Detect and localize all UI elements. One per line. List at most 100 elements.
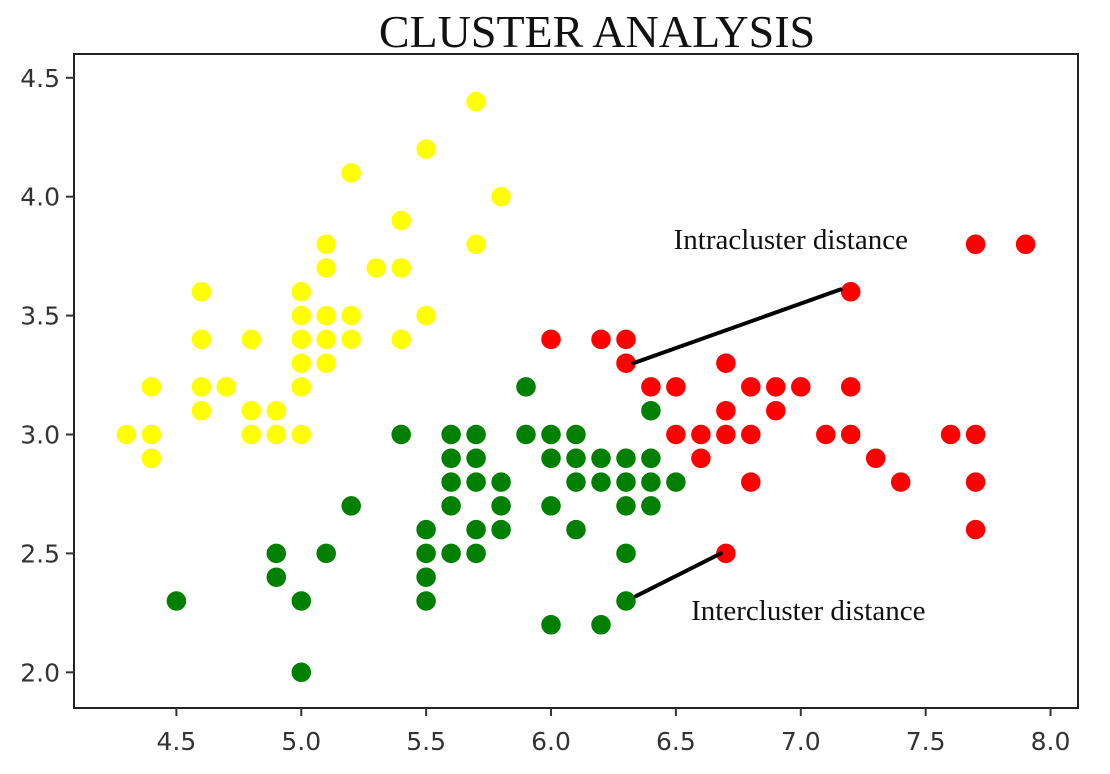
data-point: [739, 470, 763, 494]
data-point: [389, 328, 413, 351]
data-point: [464, 423, 488, 446]
data-point: [314, 256, 338, 280]
data-point: [489, 470, 513, 494]
data-point: [314, 233, 338, 256]
data-point: [339, 494, 363, 518]
data-point: [290, 423, 313, 446]
data-point: [764, 399, 788, 422]
data-point: [864, 447, 887, 470]
data-point: [464, 447, 488, 470]
data-point: [1014, 233, 1037, 256]
data-point: [290, 661, 313, 684]
data-point: [464, 90, 488, 113]
data-point: [539, 328, 563, 351]
data-point: [464, 542, 488, 565]
data-point: [464, 518, 488, 541]
data-point: [439, 494, 463, 518]
data-point: [589, 447, 613, 470]
data-point: [739, 423, 763, 446]
data-point: [814, 423, 838, 446]
data-point: [764, 375, 788, 399]
data-point: [339, 161, 363, 185]
data-point: [964, 470, 987, 494]
data-point: [265, 399, 288, 422]
annotations: Intracluster distance Intercluster distan…: [631, 224, 925, 627]
data-point: [489, 518, 513, 541]
data-point: [489, 185, 513, 208]
data-point: [439, 470, 463, 494]
annotation-label: Intercluster distance: [691, 595, 925, 627]
data-point: [414, 304, 438, 327]
data-point: [964, 423, 987, 446]
data-point: [389, 209, 413, 232]
data-point: [614, 542, 638, 565]
data-point: [614, 470, 638, 494]
data-point: [539, 423, 563, 446]
x-tick-label: 5.5: [406, 727, 446, 756]
data-point: [240, 328, 263, 351]
data-point: [314, 328, 338, 351]
data-point: [714, 542, 738, 565]
data-point: [190, 399, 213, 422]
data-point: [964, 518, 987, 541]
x-tick-label: 8.0: [1031, 727, 1071, 756]
data-point: [689, 447, 713, 470]
data-point: [464, 233, 488, 256]
data-point: [664, 375, 688, 399]
data-point: [240, 423, 263, 446]
data-point: [414, 565, 438, 589]
annotation-line: [631, 287, 843, 366]
data-point: [314, 304, 338, 327]
y-tick-label: 3.0: [20, 421, 60, 450]
y-tick-label: 4.0: [20, 183, 60, 212]
data-point: [265, 542, 288, 565]
data-point: [364, 256, 388, 280]
data-point: [664, 470, 688, 494]
plot-frame: [73, 53, 1079, 709]
data-point: [639, 399, 663, 422]
x-tick-label: 7.5: [906, 727, 946, 756]
data-point: [539, 447, 563, 470]
data-point: [489, 494, 513, 518]
data-point: [190, 375, 213, 399]
data-point: [614, 494, 638, 518]
data-point: [714, 351, 738, 375]
data-point: [414, 518, 438, 541]
data-point: [614, 447, 638, 470]
data-point: [215, 375, 238, 399]
x-tick-label: 6.0: [531, 727, 571, 756]
data-point: [140, 423, 163, 446]
data-point: [290, 375, 313, 399]
data-point: [439, 423, 463, 446]
data-point: [639, 494, 663, 518]
data-point: [140, 375, 163, 399]
data-point: [539, 494, 563, 518]
x-tick-label: 6.5: [656, 727, 696, 756]
chart-title: CLUSTER ANALYSIS: [379, 6, 815, 57]
data-point: [339, 328, 363, 351]
data-point: [190, 328, 213, 351]
data-point: [290, 304, 313, 327]
data-point: [839, 423, 862, 446]
data-point: [290, 589, 313, 613]
data-point: [739, 375, 763, 399]
y-axis: 2.0 2.5 3.0 3.5 4.0 4.5: [20, 64, 74, 687]
y-tick-label: 3.5: [20, 302, 60, 331]
data-point: [889, 470, 912, 494]
x-tick-label: 5.0: [281, 727, 321, 756]
data-point: [714, 423, 738, 446]
data-point: [290, 351, 313, 375]
data-point: [564, 518, 588, 541]
data-point: [539, 613, 563, 637]
data-point: [614, 328, 638, 351]
data-point: [265, 423, 288, 446]
data-point: [964, 233, 987, 256]
data-point: [564, 470, 588, 494]
data-point: [589, 470, 613, 494]
x-tick-label: 7.0: [781, 727, 821, 756]
data-point: [614, 589, 638, 613]
data-point: [414, 589, 438, 613]
x-tick-label: 4.5: [157, 727, 197, 756]
data-point: [115, 423, 138, 446]
data-point: [839, 375, 862, 399]
